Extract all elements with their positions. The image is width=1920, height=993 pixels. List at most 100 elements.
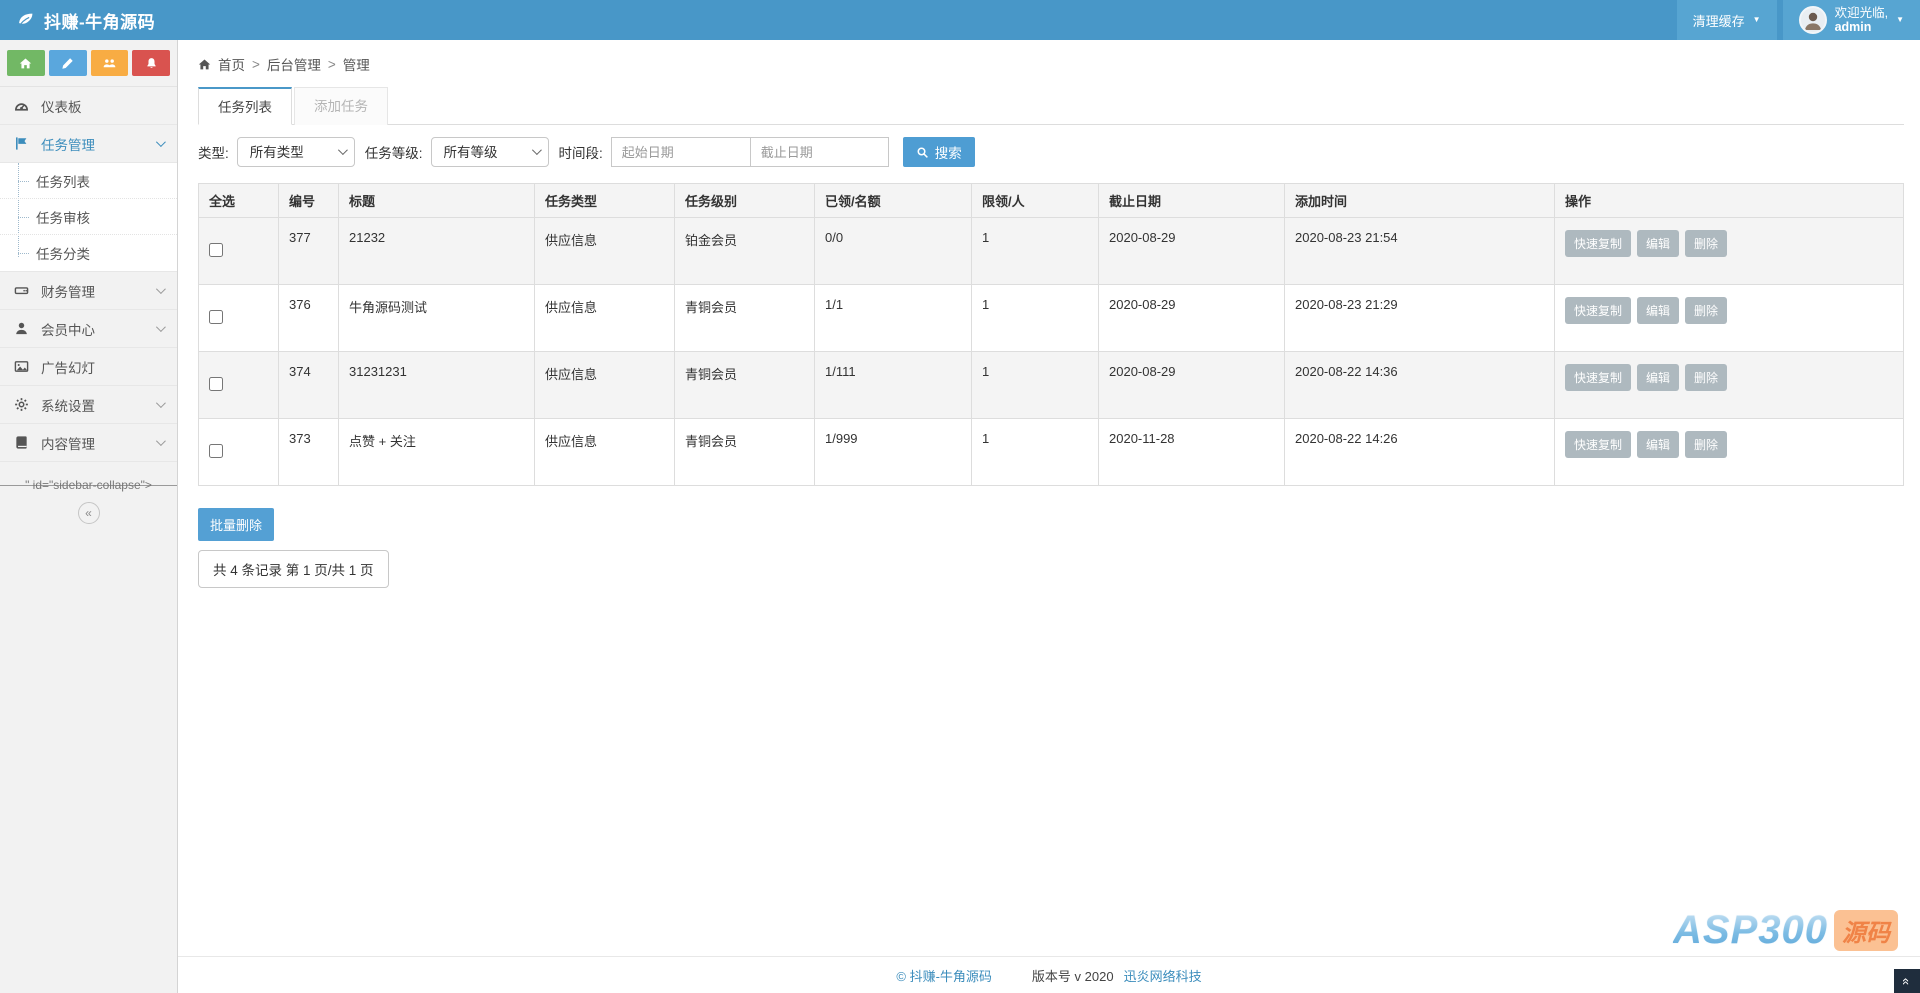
- cell-claimed: 1/111: [814, 351, 972, 419]
- filter-bar: 类型: 所有类型 任务等级: 所有等级 时间段: 搜索: [198, 137, 1904, 167]
- delete-button[interactable]: 删除: [1685, 431, 1728, 458]
- notifications-quick-button[interactable]: [132, 50, 170, 76]
- sidebar-item-ad-slides[interactable]: 广告幻灯: [0, 348, 177, 386]
- asp300-watermark: ASP300 源码: [1673, 908, 1898, 953]
- home-icon: [198, 58, 211, 71]
- sidebar-item-label: 仪表板: [41, 99, 82, 115]
- table-row: 376 牛角源码测试 供应信息 青铜会员 1/1 1 2020-08-29 20…: [198, 284, 1904, 352]
- table-row: 374 31231231 供应信息 青铜会员 1/111 1 2020-08-2…: [198, 351, 1904, 419]
- table-row: 373 点赞 + 关注 供应信息 青铜会员 1/999 1 2020-11-28…: [198, 418, 1904, 486]
- home-quick-button[interactable]: [7, 50, 45, 76]
- sidebar-item-dashboard[interactable]: 仪表板: [0, 87, 177, 125]
- cell-added: 2020-08-22 14:36: [1284, 351, 1555, 419]
- task-table: 全选 编号 标题 任务类型 任务级别 已领/名额 限领/人 截止日期 添加时间 …: [198, 183, 1904, 486]
- breadcrumb-home[interactable]: 首页: [218, 58, 245, 73]
- caret-down-icon: ▼: [1896, 15, 1904, 24]
- sidebar-subitem-task-review[interactable]: 任务审核: [0, 199, 177, 235]
- batch-delete-button[interactable]: 批量删除: [198, 508, 275, 541]
- row-checkbox[interactable]: [209, 443, 223, 458]
- sidebar-item-system-settings[interactable]: 系统设置: [0, 386, 177, 424]
- pagination-info: 共 4 条记录 第 1 页/共 1 页: [198, 550, 389, 588]
- cell-title: 21232: [338, 217, 535, 285]
- breadcrumb-manage[interactable]: 管理: [342, 58, 370, 73]
- edit-button[interactable]: 编辑: [1637, 230, 1680, 257]
- sidebar-item-finance[interactable]: 财务管理: [0, 272, 177, 310]
- sidebar-subitem-task-list[interactable]: 任务列表: [0, 163, 177, 199]
- edit-button[interactable]: 编辑: [1637, 364, 1680, 391]
- tab-task-list[interactable]: 任务列表: [198, 87, 292, 125]
- welcome-username: admin: [1834, 20, 1872, 34]
- delete-button[interactable]: 删除: [1685, 297, 1728, 324]
- cell-claimed: 1/999: [814, 418, 972, 486]
- cell-deadline: 2020-08-29: [1098, 351, 1285, 419]
- date-range-group: [610, 137, 889, 167]
- sidebar-collapse-button[interactable]: «: [77, 502, 100, 524]
- quick-copy-button[interactable]: 快速复制: [1565, 431, 1632, 458]
- type-select[interactable]: 所有类型: [236, 137, 355, 167]
- start-date-input[interactable]: [611, 138, 750, 166]
- delete-button[interactable]: 删除: [1685, 230, 1728, 257]
- quick-copy-button[interactable]: 快速复制: [1565, 297, 1632, 324]
- tab-add-task[interactable]: 添加任务: [294, 87, 388, 125]
- search-button[interactable]: 搜索: [902, 137, 975, 167]
- type-select-wrap: 所有类型: [236, 137, 355, 167]
- cell-level: 铂金会员: [674, 217, 815, 285]
- header-claimed: 已领/名额: [814, 183, 972, 218]
- user-dropdown[interactable]: 欢迎光临, admin ▼: [1782, 0, 1920, 40]
- row-checkbox[interactable]: [209, 309, 223, 324]
- sidebar-item-task-management[interactable]: 任务管理: [0, 125, 177, 163]
- level-filter-label: 任务等级:: [364, 146, 423, 161]
- header-added: 添加时间: [1284, 183, 1555, 218]
- brand-title: 抖赚-牛角源码: [44, 12, 156, 32]
- sidebar-menu: 仪表板 任务管理 任务列表 任务审核 任务分类 财务管理: [0, 87, 177, 462]
- footer-version: 版本号 v 2020: [1031, 968, 1114, 984]
- sidebar-item-member-center[interactable]: 会员中心: [0, 310, 177, 348]
- cell-type: 供应信息: [534, 351, 675, 419]
- users-quick-button[interactable]: [90, 50, 129, 76]
- welcome-text: 欢迎光临, admin: [1835, 6, 1888, 35]
- watermark-brand: ASP300: [1673, 908, 1828, 952]
- footer-copyright-link[interactable]: © 抖赚-牛角源码: [896, 968, 992, 984]
- sidebar-item-content-management[interactable]: 内容管理: [0, 424, 177, 462]
- level-select-wrap: 所有等级: [430, 137, 549, 167]
- bell-icon: [145, 57, 158, 70]
- row-actions: 快速复制 编辑 删除: [1565, 364, 1893, 391]
- edit-quick-button[interactable]: [48, 50, 87, 76]
- cell-deadline: 2020-11-28: [1098, 418, 1285, 486]
- clear-cache-label: 清理缓存: [1692, 13, 1745, 29]
- sidebar-item-label: 会员中心: [41, 322, 95, 338]
- sidebar-subitem-task-category[interactable]: 任务分类: [0, 235, 177, 271]
- cell-limit: 1: [971, 284, 1099, 352]
- sidebar-subitem-label: 任务审核: [36, 210, 90, 226]
- top-header: 抖赚-牛角源码 清理缓存 ▼ 欢迎光临, admin ▼: [0, 0, 1920, 40]
- breadcrumb-backend[interactable]: 后台管理: [266, 58, 321, 73]
- breadcrumb-separator: >: [327, 56, 336, 72]
- clear-cache-dropdown[interactable]: 清理缓存 ▼: [1676, 0, 1777, 40]
- sidebar-subitem-label: 任务列表: [36, 174, 90, 190]
- cell-title: 点赞 + 关注: [338, 418, 535, 486]
- leaf-icon: [16, 11, 35, 30]
- back-to-top-button[interactable]: «: [1894, 969, 1920, 993]
- users-icon: [103, 57, 116, 70]
- quick-copy-button[interactable]: 快速复制: [1565, 364, 1632, 391]
- welcome-line1: 欢迎光临,: [1834, 5, 1889, 20]
- level-select[interactable]: 所有等级: [430, 137, 549, 167]
- header-title: 标题: [338, 183, 535, 218]
- row-actions: 快速复制 编辑 删除: [1565, 230, 1893, 257]
- edit-button[interactable]: 编辑: [1637, 431, 1680, 458]
- header-select-all: 全选: [198, 183, 279, 218]
- breadcrumb: 首页 > 后台管理 > 管理: [198, 54, 1904, 74]
- row-checkbox[interactable]: [209, 376, 223, 391]
- edit-button[interactable]: 编辑: [1637, 297, 1680, 324]
- delete-button[interactable]: 删除: [1685, 364, 1728, 391]
- cell-level: 青铜会员: [674, 418, 815, 486]
- brand-logo[interactable]: 抖赚-牛角源码: [0, 0, 320, 40]
- quick-copy-button[interactable]: 快速复制: [1565, 230, 1632, 257]
- header-actions: 操作: [1554, 183, 1904, 218]
- footer-company-link[interactable]: 迅炎网络科技: [1123, 968, 1202, 984]
- cell-claimed: 0/0: [814, 217, 972, 285]
- end-date-input[interactable]: [749, 138, 888, 166]
- book-icon: [14, 435, 29, 450]
- cell-claimed: 1/1: [814, 284, 972, 352]
- row-checkbox[interactable]: [209, 242, 223, 257]
